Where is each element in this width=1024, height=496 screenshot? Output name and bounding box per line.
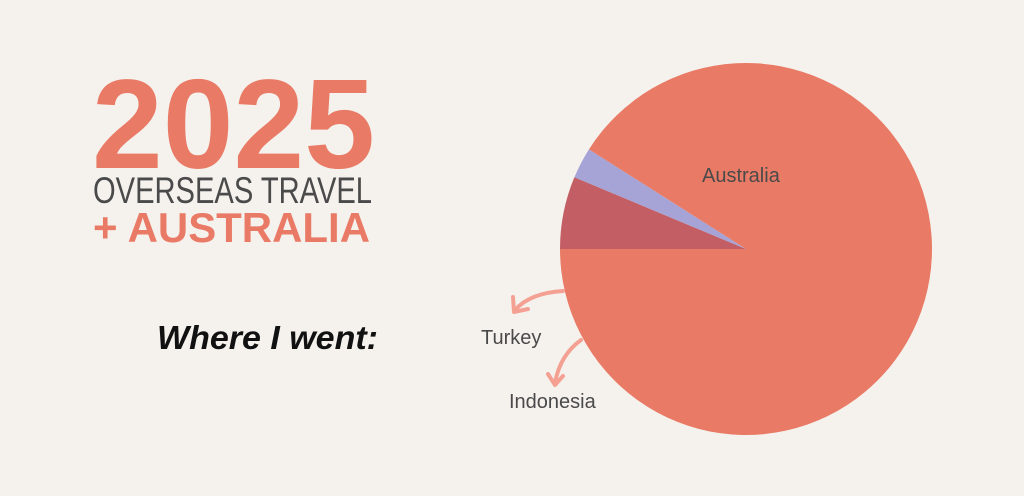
indonesia-arrow-icon <box>553 338 583 385</box>
slice-label-indonesia: Indonesia <box>509 391 597 413</box>
subtitle: OVERSEAS TRAVEL <box>93 170 372 211</box>
turkey-arrow-icon <box>513 289 565 312</box>
indonesia-arrowhead-icon <box>546 372 565 387</box>
pie-slice-australia <box>560 62 932 435</box>
turkey-arrowhead-icon <box>511 295 530 314</box>
year-title: 2025 <box>92 53 375 195</box>
pie-slice-turkey <box>560 177 746 249</box>
pie-slice-indonesia <box>574 149 746 249</box>
slice-label-turkey: Turkey <box>481 327 541 349</box>
slice-label-australia: Australia <box>702 165 781 187</box>
tagline: + AUSTRALIA <box>93 204 370 251</box>
intro-label: Where I went: <box>157 319 378 356</box>
